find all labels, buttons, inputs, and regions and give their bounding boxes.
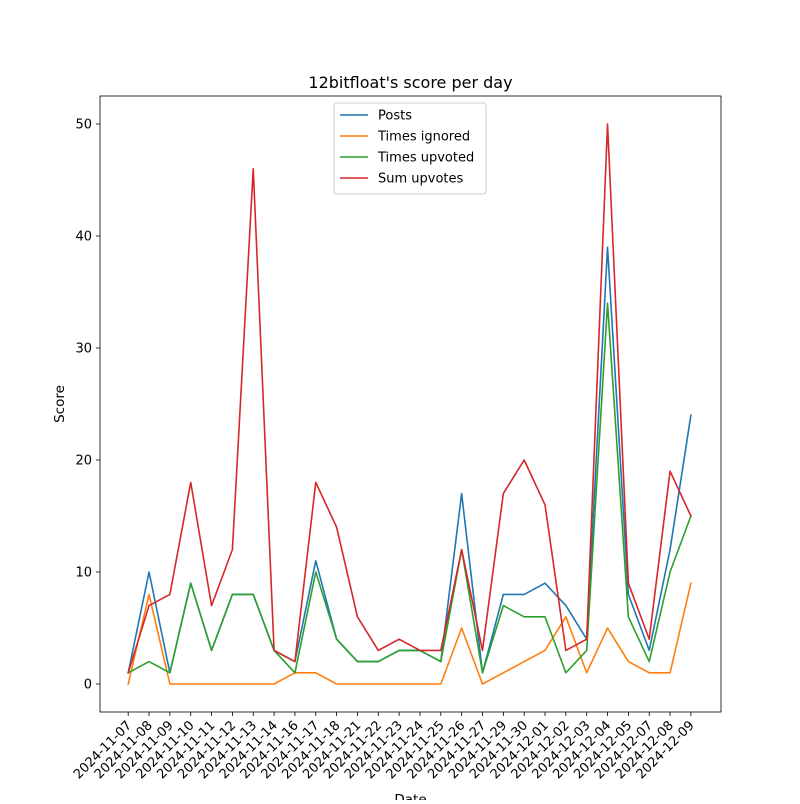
series-layer	[127, 123, 692, 685]
x-axis-label: Date	[394, 792, 426, 800]
series-line-2	[127, 582, 692, 685]
series-line-3	[127, 302, 692, 674]
y-tick-label: 0	[84, 678, 92, 693]
y-axis-label: Score	[52, 385, 68, 423]
y-tick-label: 30	[75, 342, 92, 357]
y-tick-label: 10	[75, 566, 92, 581]
y-tick-label: 40	[75, 230, 92, 245]
plot-frame	[99, 95, 722, 713]
legend-label: Times ignored	[377, 130, 470, 145]
y-tick-label: 50	[75, 118, 92, 133]
x-axis: 2024-11-072024-11-082024-11-092024-11-10…	[71, 712, 698, 782]
legend-label: Posts	[378, 109, 412, 124]
legend: Posts Times ignored Times upvoted Sum upvot…	[333, 102, 487, 195]
legend-label: Times upvoted	[377, 151, 474, 166]
y-axis: 0 10 20 30 40 50	[75, 118, 100, 693]
legend-label: Sum upvotes	[378, 172, 464, 187]
chart-title: 12bitfloat's score per day	[308, 73, 512, 92]
y-tick-label: 20	[75, 454, 92, 469]
series-line-4	[127, 123, 692, 674]
legend-box	[333, 102, 487, 195]
